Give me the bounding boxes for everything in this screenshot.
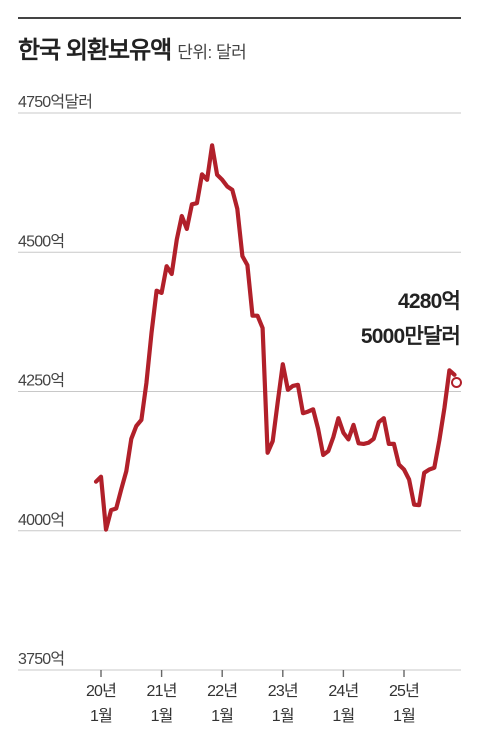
y-tick-label: 4750억달러 [18, 93, 92, 111]
x-tick-label: 21년 [147, 682, 177, 700]
x-tick-label: 1월 [272, 707, 294, 725]
y-tick-label: 4000억 [18, 511, 64, 529]
y-tick-label: 4500억 [18, 232, 64, 250]
chart-header: 한국 외환보유액 단위: 달러 [18, 30, 247, 65]
x-tick-label: 1월 [90, 707, 112, 725]
series-line [93, 143, 457, 532]
unit-label: 단위: 달러 [177, 43, 247, 62]
chart-title: 한국 외환보유액 [18, 37, 172, 64]
x-tick-label: 24년 [328, 682, 358, 700]
x-tick-label: 23년 [268, 682, 298, 700]
x-tick-label: 25년 [389, 682, 419, 700]
x-tick-label: 1월 [332, 707, 354, 725]
annotation-value-line2: 5000만달러 [361, 325, 460, 348]
x-tick-label: 1월 [211, 707, 233, 725]
annotation-value-line1: 4280억 [398, 290, 460, 313]
end-point-marker [451, 377, 462, 389]
header-rule [18, 17, 461, 19]
x-tick-label: 1월 [393, 707, 415, 725]
y-tick-label: 4250억 [18, 372, 64, 390]
x-tick-label: 22년 [207, 682, 237, 700]
y-tick-label: 3750억 [18, 650, 64, 668]
x-tick-label: 1월 [151, 707, 173, 725]
x-tick-label: 20년 [86, 682, 116, 700]
